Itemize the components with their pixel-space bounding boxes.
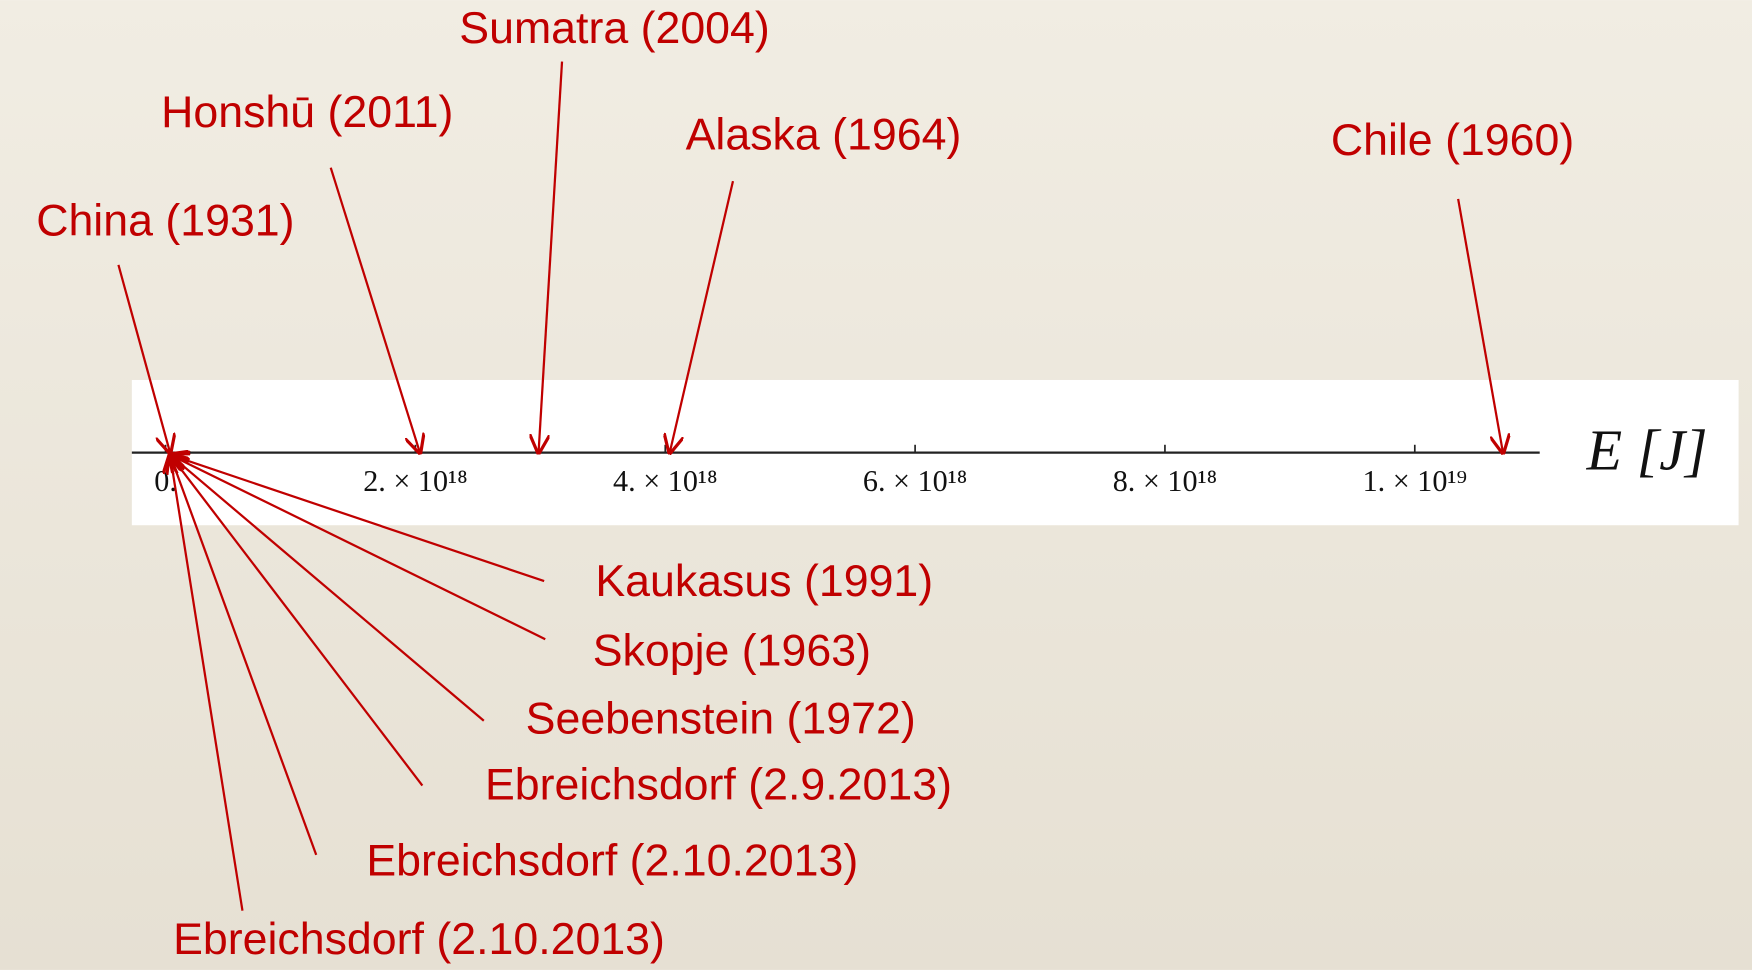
annotation-arrow (117, 264, 170, 453)
annotation-arrow (539, 61, 564, 453)
annotation-label: Ebreichsdorf (2.9.2013) (485, 761, 952, 810)
x-tick-label: 1. × 10¹⁹ (1363, 464, 1467, 498)
annotation-arrow (170, 455, 546, 641)
x-tick-label: 2. × 10¹⁸ (363, 464, 467, 498)
x-tick-label: 6. × 10¹⁸ (863, 464, 967, 498)
annotation-label: Skopje (1963) (593, 627, 871, 676)
annotation-arrow (170, 455, 244, 911)
annotation-label: Chile (1960) (1331, 116, 1574, 165)
annotation-arrow (170, 455, 485, 722)
x-tick-label: 8. × 10¹⁸ (1113, 464, 1217, 498)
annotation-label: Alaska (1964) (686, 110, 962, 159)
annotation-label: Seebenstein (1972) (526, 695, 916, 744)
annotation-arrow (329, 167, 420, 453)
annotation-arrow (170, 455, 545, 583)
annotation-arrow (170, 455, 318, 856)
annotation-label: Honshū (2011) (161, 88, 453, 137)
annotation-label: Ebreichsdorf (2.10.2013) (366, 837, 858, 886)
annotation-arrow (1457, 198, 1503, 453)
annotation-label: Kaukasus (1991) (595, 557, 933, 606)
annotation-label: Ebreichsdorf (2.10.2013) (173, 915, 665, 964)
annotation-label: China (1931) (36, 196, 294, 245)
axis-label: E [J] (1586, 417, 1708, 482)
annotation-arrow (670, 180, 735, 453)
annotation-arrow (170, 455, 424, 787)
annotation-label: Sumatra (2004) (459, 4, 769, 53)
x-tick-label: 4. × 10¹⁸ (613, 464, 717, 498)
